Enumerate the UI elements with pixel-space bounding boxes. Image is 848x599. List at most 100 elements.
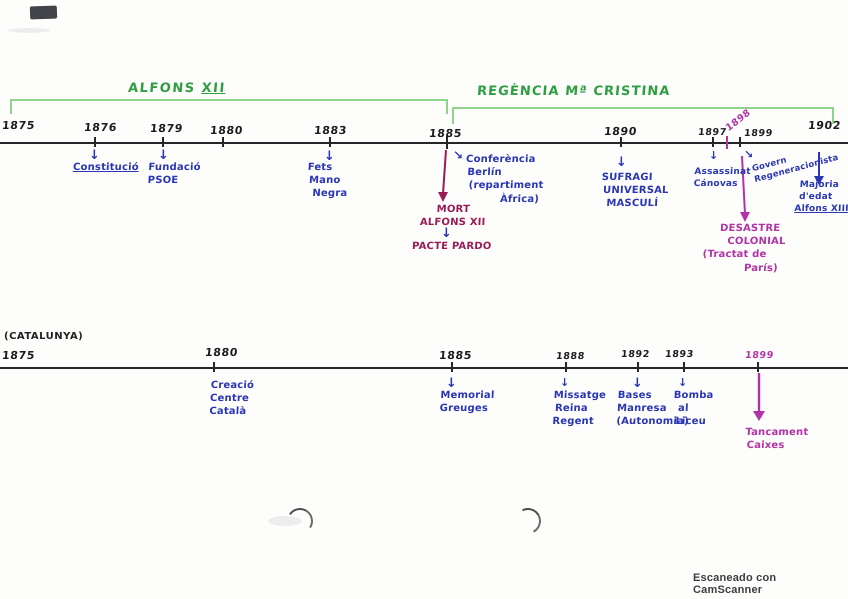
tick-1890 bbox=[620, 137, 622, 147]
text-line: MASCULÍ bbox=[606, 198, 659, 210]
text-line: PSOE bbox=[147, 175, 179, 187]
year-label: 1899 bbox=[743, 128, 774, 139]
down-arrow-icon: ↓ bbox=[616, 155, 627, 170]
event-govern-regeneracionista: Govern Regeneracionista bbox=[751, 142, 839, 185]
down-arrow-icon: ↓ bbox=[446, 376, 457, 391]
text-line: Català bbox=[209, 406, 247, 418]
text-line: Creació bbox=[210, 380, 255, 391]
period-bracket-alfons-xii bbox=[10, 99, 448, 114]
event-missatge-reina-regent: Missatge Reina Regent bbox=[552, 389, 606, 429]
diagonal-arrow-icon: ↘ bbox=[453, 148, 464, 162]
punch-hole-shadow bbox=[284, 505, 316, 537]
text-line: Tancament bbox=[745, 427, 809, 438]
tick-1892-cat bbox=[637, 362, 639, 372]
event-constitucio: Constitució bbox=[73, 161, 140, 174]
text-line: Conferència bbox=[465, 154, 536, 165]
down-arrow-icon: ↓ bbox=[89, 148, 100, 163]
text-line: Constitució bbox=[72, 162, 140, 173]
scanner-credit: Escaneado con CamScanner bbox=[693, 572, 777, 596]
down-arrow-icon: ↓ bbox=[324, 149, 335, 164]
event-tancament-caixes: Tancament Caixes bbox=[744, 426, 809, 452]
text-line: Missatge bbox=[553, 390, 607, 401]
year-label: 1897 bbox=[697, 127, 728, 138]
tick-1879 bbox=[162, 137, 164, 147]
tick-1893-cat bbox=[683, 362, 685, 372]
down-arrow-icon: ↓ bbox=[560, 376, 570, 389]
year-label: 1880 bbox=[209, 124, 244, 137]
diagonal-arrow-icon: ↘ bbox=[744, 148, 754, 161]
text-line: UNIVERSAL bbox=[602, 185, 669, 197]
tick-1899-cat bbox=[757, 362, 759, 372]
text-line: Cánovas bbox=[693, 178, 738, 189]
event-sufragi-universal: SUFRAGI UNIVERSAL MASCULÍ bbox=[600, 171, 670, 211]
text-line: Fundació bbox=[148, 162, 201, 173]
text-line: Àfrica) bbox=[499, 193, 540, 205]
timeline-2-axis bbox=[0, 367, 848, 369]
text-line: (repartiment bbox=[468, 180, 544, 192]
tick-1883 bbox=[329, 137, 331, 147]
majoria-arrow bbox=[814, 152, 824, 185]
down-arrow-icon: ↓ bbox=[632, 376, 643, 391]
punch-hole-shadow bbox=[511, 504, 545, 538]
text-line: DESASTRE bbox=[719, 223, 781, 234]
year-label: 1875 bbox=[1, 349, 36, 362]
text-line: Reina bbox=[554, 403, 589, 415]
year-label: 1883 bbox=[313, 124, 348, 137]
down-arrow-icon: ↓ bbox=[441, 226, 452, 241]
period-name: ALFONS bbox=[127, 81, 197, 96]
text-line: Majoria bbox=[799, 180, 840, 190]
scan-artifact-mark bbox=[29, 5, 58, 20]
event-fundacio-psoe: Fundació PSOE bbox=[147, 161, 201, 187]
tick-1880-cat bbox=[213, 362, 215, 372]
tick-1897 bbox=[712, 137, 714, 147]
text-line: COLONIAL bbox=[727, 236, 786, 248]
year-label: 1885 bbox=[438, 349, 473, 362]
year-label: 1888 bbox=[555, 351, 586, 362]
tick-1876 bbox=[94, 137, 96, 147]
event-creacio-centre-catala: Creació Centre Català bbox=[209, 379, 255, 419]
down-arrow-icon: ↓ bbox=[678, 376, 688, 389]
period-numeral: XII bbox=[200, 81, 227, 96]
text-line: Bomba bbox=[673, 390, 714, 401]
year-label: 1892 bbox=[620, 349, 651, 360]
text-line: ALFONS XII bbox=[419, 217, 486, 229]
text-line: d'edat bbox=[798, 191, 833, 202]
event-conferencia-berlin: Conferència Berlín (repartiment Àfrica) bbox=[464, 153, 546, 206]
text-line: Liceu bbox=[675, 416, 707, 428]
event-pacte-pardo: PACTE PARDO bbox=[412, 240, 492, 253]
year-label: 1893 bbox=[664, 349, 695, 360]
tick-1885-cat bbox=[451, 362, 453, 372]
event-memorial-greuges: Memorial Greuges bbox=[439, 389, 495, 415]
down-arrow-icon: ↓ bbox=[709, 149, 719, 162]
text-line: Mano bbox=[308, 175, 341, 187]
period-label-regencia: REGÈNCIA Mª CRISTINA bbox=[476, 84, 672, 99]
event-assassinat-canovas: Assassinat Cánovas bbox=[693, 167, 751, 191]
text-line: París) bbox=[743, 262, 779, 274]
tick-1880 bbox=[222, 137, 224, 147]
period-label-alfons-xii: ALFONS XII bbox=[127, 81, 226, 96]
year-label: 1880 bbox=[204, 346, 239, 359]
year-label: 1890 bbox=[603, 125, 638, 138]
region-label-catalunya: (CATALUNYA) bbox=[4, 331, 84, 342]
period-bracket-regencia bbox=[452, 107, 834, 124]
text-line: SUFRAGI bbox=[601, 172, 653, 183]
event-bomba-liceu: Bomba al Liceu bbox=[672, 389, 714, 429]
event-desastre-colonial: DESASTRE COLONIAL (Tractat de París) bbox=[702, 222, 787, 275]
year-label: 1885 bbox=[428, 127, 463, 140]
text-line: Regent bbox=[552, 416, 595, 428]
year-label: 1902 bbox=[807, 119, 842, 132]
tick-1888-cat bbox=[565, 362, 567, 372]
event-mort-alfons-xii: MORT ALFONS XII bbox=[417, 203, 488, 229]
desastre-arrow bbox=[740, 155, 750, 222]
text-line: Assassinat bbox=[694, 167, 751, 177]
text-line: (Tractat de bbox=[702, 249, 767, 261]
tancament-arrow bbox=[753, 373, 765, 421]
year-label: 1876 bbox=[83, 121, 118, 134]
tick-1898 bbox=[726, 136, 728, 149]
down-arrow-icon: ↓ bbox=[158, 148, 169, 163]
text-line: Alfons XIII bbox=[794, 203, 848, 214]
tick-1899 bbox=[739, 137, 741, 147]
year-label-1899-cat: 1899 bbox=[744, 350, 775, 361]
text-line: Centre bbox=[209, 393, 250, 405]
